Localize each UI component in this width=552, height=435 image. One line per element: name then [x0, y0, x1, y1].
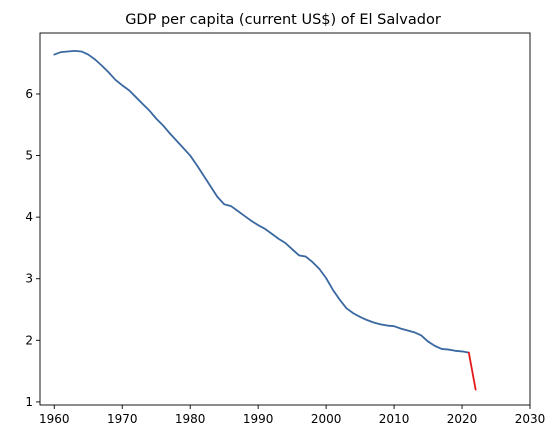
- y-tick-label: 6: [25, 87, 33, 101]
- x-tick-label: 2000: [311, 412, 342, 426]
- axes-frame: [39, 32, 531, 406]
- series-layer: [53, 49, 477, 391]
- x-tick-label: 2030: [515, 412, 546, 426]
- y-tick-label: 2: [25, 333, 33, 347]
- x-tick-label: 2010: [379, 412, 410, 426]
- x-axis: 1960 1970 1980 1990 2000 2010 2020 2030: [39, 405, 545, 426]
- y-tick-label: 5: [25, 149, 33, 163]
- x-tick-label: 2020: [447, 412, 478, 426]
- plot-area: 1960 1970 1980 1990 2000 2010 2020 2030 1 2 3 4 5 6: [25, 32, 545, 426]
- x-tick-label: 1970: [107, 412, 138, 426]
- x-tick-label: 1980: [175, 412, 206, 426]
- y-tick-label: 4: [25, 210, 33, 224]
- series-line-0: [53, 49, 470, 354]
- x-tick-label: 1960: [39, 412, 70, 426]
- chart-title: GDP per capita (current US$) of El Salva…: [125, 12, 441, 28]
- x-tick-label: 1990: [243, 412, 274, 426]
- series-line-1: [467, 351, 477, 391]
- y-tick-label: 1: [25, 395, 33, 409]
- y-axis: 1 2 3 4 5 6: [25, 87, 40, 409]
- y-tick-label: 3: [25, 272, 33, 286]
